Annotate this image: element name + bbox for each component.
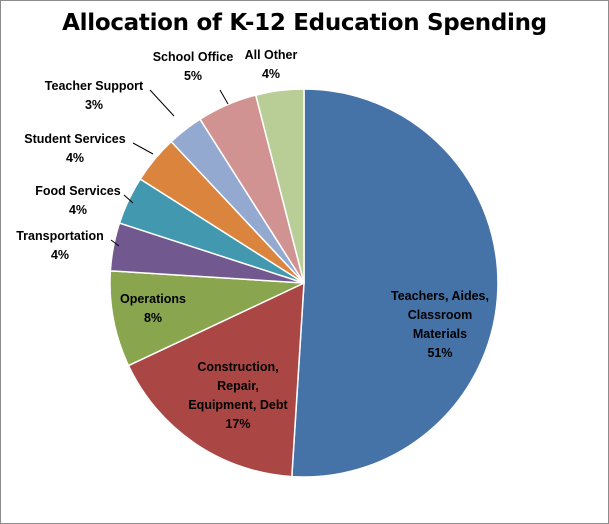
slice-value-label: 17% — [225, 417, 250, 431]
slice-category-label: Classroom — [408, 308, 473, 322]
leader-line — [149, 89, 175, 117]
leader-line — [110, 239, 120, 247]
slice-category-label: All Other — [245, 48, 298, 62]
leader-line — [132, 142, 154, 155]
slice-value-label: 8% — [144, 311, 162, 325]
leader-line — [219, 89, 229, 105]
slice-value-label: 4% — [51, 248, 69, 262]
pie-slice-operations — [109, 270, 305, 367]
slice-category-label: Construction, — [197, 360, 278, 374]
pie-slice-all-other — [254, 88, 305, 284]
slice-value-label: 4% — [66, 151, 84, 165]
slice-category-label: Equipment, Debt — [188, 398, 288, 412]
slice-category-label: Teachers, Aides, — [391, 289, 489, 303]
slice-category-label: Teacher Support — [45, 79, 144, 93]
chart-title: Allocation of K-12 Education Spending — [62, 10, 547, 36]
slice-value-label: 51% — [427, 346, 452, 360]
slice-category-label: Student Services — [24, 132, 125, 146]
slice-category-label: Food Services — [35, 184, 120, 198]
slice-category-label: Transportation — [16, 229, 104, 243]
slice-value-label: 3% — [85, 98, 103, 112]
slice-value-label: 5% — [184, 69, 202, 83]
pie-slice-teachers-aides-classroom-materials — [291, 88, 499, 478]
slice-value-label: 4% — [262, 67, 280, 81]
slice-category-label: Materials — [413, 327, 467, 341]
slice-category-label: Repair, — [217, 379, 259, 393]
slice-value-label: 4% — [69, 203, 87, 217]
pie-slice-construction-repair-equipment-debt — [127, 281, 305, 478]
leader-line — [123, 194, 134, 204]
slice-category-label: Operations — [120, 292, 186, 306]
slice-category-label: School Office — [153, 50, 234, 64]
